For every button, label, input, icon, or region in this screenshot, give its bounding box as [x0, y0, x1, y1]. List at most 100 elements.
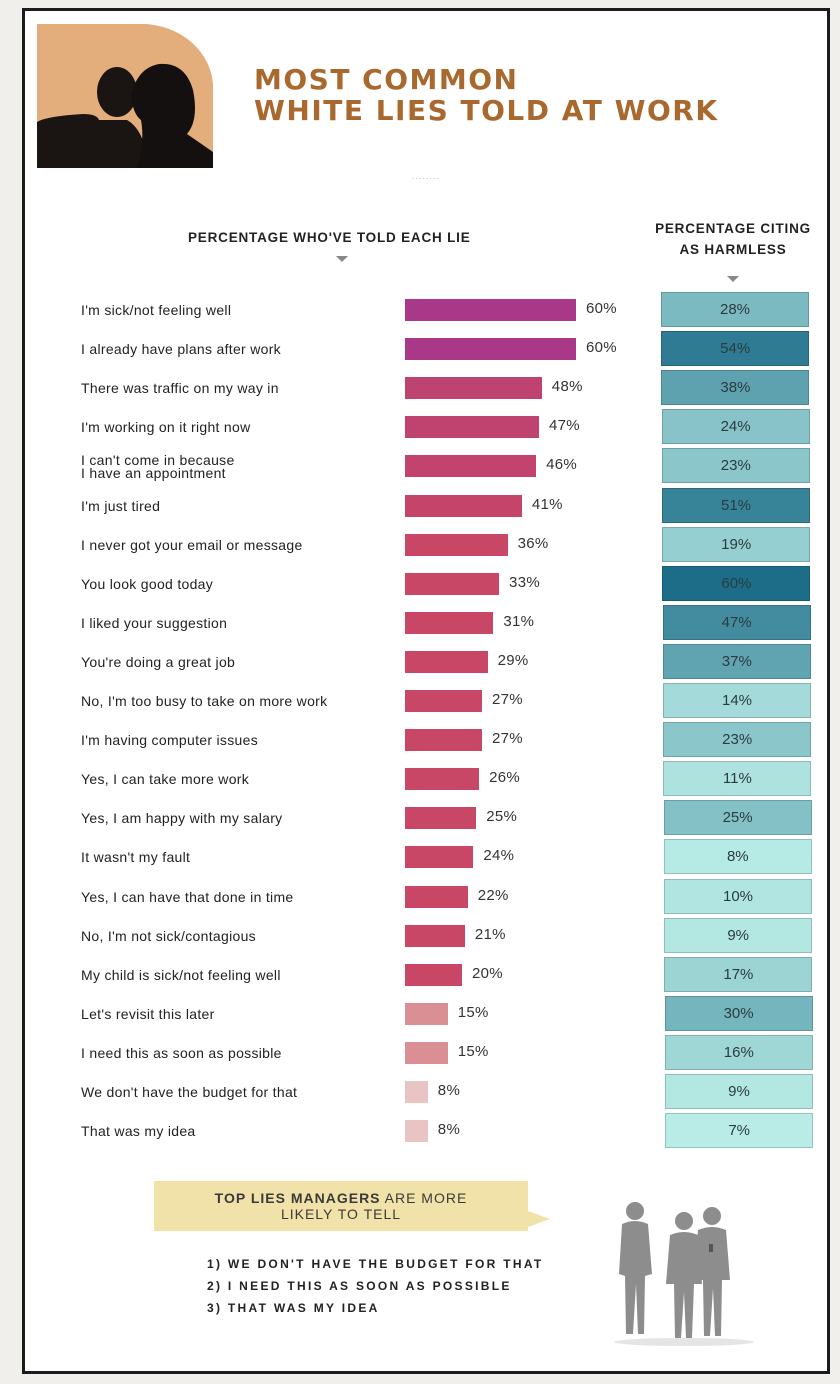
title-divider-dots: ........: [412, 171, 441, 181]
page-title: MOST COMMON WHITE LIES TOLD AT WORK: [254, 64, 719, 126]
harmless-cell: 28%: [661, 292, 809, 327]
lie-label: That was my idea: [81, 1123, 196, 1140]
harmless-cell: 9%: [665, 1074, 813, 1109]
lie-label: I never got your email or message: [81, 536, 303, 553]
lie-label: Yes, I can take more work: [81, 771, 250, 788]
told-bar: [405, 377, 542, 400]
lie-label: It wasn't my fault: [81, 849, 191, 866]
told-value-label: 24%: [483, 847, 515, 865]
harmless-cell: 8%: [663, 839, 812, 875]
harmless-cell: 54%: [661, 331, 810, 367]
told-value-label: 31%: [503, 612, 535, 630]
lie-label: Yes, I can have that done in time: [81, 888, 294, 905]
lie-label: There was traffic on my way in: [81, 380, 279, 397]
harmless-cell: 23%: [663, 722, 812, 758]
told-value-label: 48%: [551, 378, 583, 396]
harmless-cell: 19%: [662, 526, 811, 562]
told-value-label: 15%: [457, 1003, 489, 1021]
told-bar: [405, 1041, 448, 1064]
told-value-label: 20%: [472, 964, 503, 982]
told-bar: [405, 338, 576, 361]
harmless-header-line-2: AS HARMLESS: [679, 242, 787, 257]
lie-label: I liked your suggestion: [81, 614, 228, 631]
whisper-silhouette: [37, 24, 213, 168]
lie-label: I'm working on it right now: [81, 419, 251, 436]
told-bar: [405, 1120, 428, 1143]
managers-list-item: 3) THAT WAS MY IDEA: [207, 1301, 380, 1315]
banner-bold-text: TOP LIES MANAGERS: [214, 1190, 381, 1206]
told-value-label: 25%: [486, 808, 518, 826]
harmless-cell: 16%: [664, 1034, 813, 1070]
told-bar: [405, 846, 474, 869]
harmless-cell: 23%: [661, 448, 810, 484]
told-value-label: 21%: [474, 925, 506, 943]
title-line-1: MOST COMMON: [254, 63, 519, 96]
harmless-cell: 25%: [663, 800, 812, 836]
office-people-illustration: [604, 1180, 820, 1352]
harmless-cell: 9%: [664, 917, 813, 953]
lie-label: I'm having computer issues: [81, 732, 258, 749]
lie-label: No, I'm not sick/contagious: [81, 927, 256, 944]
told-bar: [405, 650, 488, 673]
lie-label: My child is sick/not feeling well: [81, 966, 281, 983]
lie-label: No, I'm too busy to take on more work: [81, 693, 328, 709]
managers-banner: TOP LIES MANAGERS ARE MORE LIKELY TO TEL…: [154, 1181, 528, 1231]
told-value-label: 41%: [531, 495, 563, 513]
managers-list: 1) WE DON'T HAVE THE BUDGET FOR THAT 2) …: [207, 1253, 544, 1319]
banner-rest-text: ARE MORE: [380, 1190, 468, 1206]
harmless-cell: 38%: [661, 370, 810, 406]
told-bar: [405, 416, 539, 439]
told-value-label: 15%: [457, 1042, 489, 1060]
lie-label: I need this as soon as possible: [81, 1044, 282, 1061]
harmless-cell: 60%: [662, 565, 811, 601]
told-header-arrow-icon: [336, 256, 348, 262]
told-value-label: 36%: [517, 534, 549, 552]
told-value-label: 26%: [489, 769, 521, 787]
lie-label: I can't come in because I have an appoint…: [81, 452, 235, 482]
told-bar: [405, 494, 522, 517]
told-bar: [405, 299, 576, 321]
told-value-label: 27%: [491, 691, 523, 708]
told-bar: [405, 533, 508, 556]
lie-label: We don't have the budget for that: [81, 1084, 298, 1100]
told-bar: [405, 885, 468, 908]
banner-tail: [528, 1211, 550, 1227]
title-line-2: WHITE LIES TOLD AT WORK: [254, 94, 719, 127]
told-header: PERCENTAGE WHO'VE TOLD EACH LIE: [188, 230, 471, 245]
told-value-label: 47%: [548, 417, 580, 435]
told-value-label: 22%: [477, 886, 509, 904]
harmless-cell: 10%: [664, 878, 812, 914]
told-bar: [405, 1081, 428, 1103]
told-value-label: 27%: [491, 730, 523, 748]
told-bar: [405, 690, 482, 712]
told-bar: [405, 572, 500, 595]
told-bar: [405, 807, 477, 830]
people-silhouettes: [614, 1202, 754, 1346]
told-value-label: 29%: [497, 651, 529, 669]
lie-label: I'm sick/not feeling well: [81, 302, 232, 318]
harmless-header: PERCENTAGE CITING AS HARMLESS: [626, 218, 840, 260]
harmless-cell: 7%: [665, 1113, 814, 1149]
told-value-label: 33%: [509, 573, 540, 591]
harmless-cell: 30%: [664, 995, 813, 1031]
harmless-cell: 37%: [662, 643, 811, 679]
told-bar: [405, 611, 494, 634]
harmless-header-arrow-icon: [727, 276, 739, 282]
harmless-cell: 17%: [664, 956, 813, 992]
managers-list-item: 2) I NEED THIS AS SOON AS POSSIBLE: [207, 1279, 512, 1293]
told-bar: [405, 1002, 448, 1025]
lie-label: I'm just tired: [81, 497, 161, 514]
whisper-photo: [37, 24, 213, 168]
harmless-header-line-1: PERCENTAGE CITING: [655, 221, 811, 236]
banner-line-2: LIKELY TO TELL: [280, 1206, 402, 1222]
lie-label: I already have plans after work: [81, 341, 281, 358]
told-bar: [405, 963, 462, 986]
harmless-cell: 51%: [662, 487, 810, 523]
told-value-label: 46%: [546, 456, 578, 474]
told-bar: [405, 455, 537, 478]
told-bar: [405, 768, 480, 791]
lie-label: Yes, I am happy with my salary: [81, 810, 283, 827]
harmless-cell: 47%: [662, 604, 811, 640]
told-value-label: 8%: [437, 1082, 461, 1099]
told-value-label: 60%: [586, 339, 617, 357]
